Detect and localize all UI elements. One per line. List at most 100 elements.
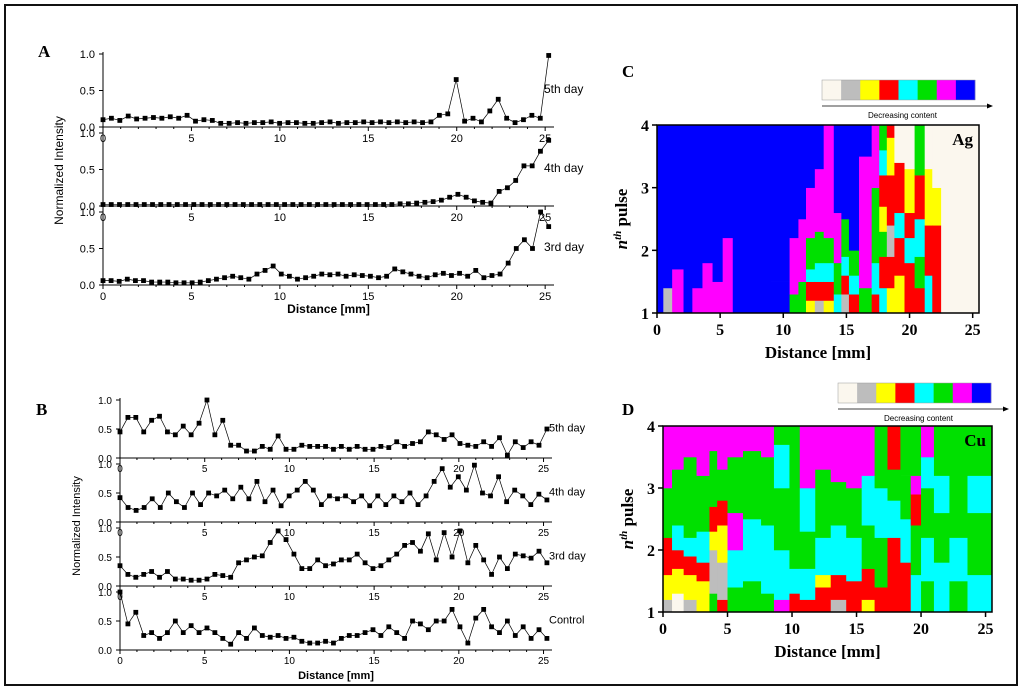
data-point	[291, 446, 297, 452]
data-point	[431, 479, 437, 484]
data-point	[362, 560, 368, 566]
contour-region	[722, 125, 734, 239]
data-point	[224, 202, 230, 207]
data-point	[528, 439, 534, 445]
data-point	[457, 441, 463, 446]
data-point	[408, 271, 414, 277]
x-tick-label: 5	[202, 592, 208, 603]
contour-region	[672, 550, 685, 569]
contour-region	[727, 550, 744, 588]
plot-frame	[656, 124, 980, 314]
data-point	[512, 551, 518, 557]
contour-region	[663, 488, 673, 538]
y-tick-label: 0.0	[80, 280, 95, 292]
element-label: Cu	[964, 431, 986, 450]
contour-region	[833, 294, 842, 314]
contour-region	[833, 212, 842, 264]
colorbar-swatch	[933, 383, 954, 403]
data-point	[204, 625, 210, 631]
data-point	[165, 429, 170, 435]
data-point	[422, 199, 428, 205]
contour-region	[967, 574, 993, 613]
data-point	[117, 589, 123, 595]
contour-region	[924, 225, 933, 276]
data-point	[116, 278, 122, 284]
contour-region	[789, 426, 801, 520]
x-tick-label: 15	[838, 322, 854, 339]
data-point	[246, 276, 252, 282]
data-point	[436, 112, 442, 118]
data-point	[521, 117, 526, 123]
y-tick-label: 1.0	[98, 460, 112, 471]
data-point	[351, 272, 357, 278]
contour-region	[932, 125, 942, 188]
contour-region	[823, 281, 835, 301]
contour-region	[709, 550, 718, 594]
data-point	[173, 499, 179, 505]
data-point	[291, 634, 297, 640]
contour-region	[727, 587, 744, 613]
data-point	[439, 466, 445, 472]
contour-region	[761, 593, 775, 613]
data-point	[415, 502, 421, 507]
data-point	[381, 202, 387, 207]
x-tick-label: 25	[965, 322, 981, 339]
contour-region	[967, 426, 993, 476]
panel-b: 0.00.51.005101520255th day0.00.51.005101…	[71, 396, 586, 682]
data-point	[449, 432, 455, 438]
contour-region	[770, 125, 791, 282]
contour-region	[949, 488, 968, 538]
contour-region	[672, 525, 685, 551]
data-point	[157, 636, 162, 641]
data-point	[433, 618, 439, 624]
data-point	[359, 493, 365, 499]
data-point	[447, 484, 453, 490]
data-point	[433, 432, 439, 438]
contour-region	[663, 125, 673, 289]
x-tick-label: 10	[284, 528, 296, 539]
contour-region	[933, 475, 950, 514]
contour-region	[904, 212, 916, 239]
x-tick-label: 0	[100, 291, 106, 303]
contour-region	[773, 599, 790, 613]
contour-region	[692, 125, 703, 289]
data-point	[244, 557, 249, 563]
data-point	[222, 275, 227, 281]
data-point	[504, 566, 510, 571]
data-point	[134, 116, 140, 122]
data-point	[472, 462, 477, 468]
contour-region	[663, 574, 673, 600]
data-point	[236, 560, 241, 566]
data-point	[370, 627, 376, 633]
data-point	[315, 444, 321, 449]
data-point	[212, 630, 218, 635]
data-point	[327, 493, 332, 499]
contour-region	[814, 281, 825, 301]
data-point	[254, 479, 260, 484]
contour-region	[886, 287, 895, 314]
contour-region	[871, 262, 880, 295]
data-point	[331, 202, 337, 207]
data-point	[375, 493, 381, 499]
data-point	[243, 120, 249, 126]
data-point	[481, 439, 487, 445]
data-point	[438, 197, 444, 203]
data-point	[218, 120, 224, 126]
contour-region	[683, 426, 698, 458]
contour-region	[823, 125, 835, 239]
data-point	[307, 640, 313, 646]
contour-region	[861, 568, 876, 600]
contour-region	[859, 125, 873, 157]
data-point	[180, 576, 186, 582]
contour-region	[761, 426, 775, 458]
contour-region	[672, 593, 685, 613]
data-point	[465, 640, 471, 646]
x-tick-label: 10	[284, 656, 296, 667]
data-point	[449, 607, 455, 612]
data-point	[275, 633, 281, 638]
data-point	[125, 415, 131, 420]
contour-region	[823, 262, 835, 282]
x-axis-label: Distance [mm]	[774, 642, 880, 661]
data-point	[544, 426, 550, 432]
